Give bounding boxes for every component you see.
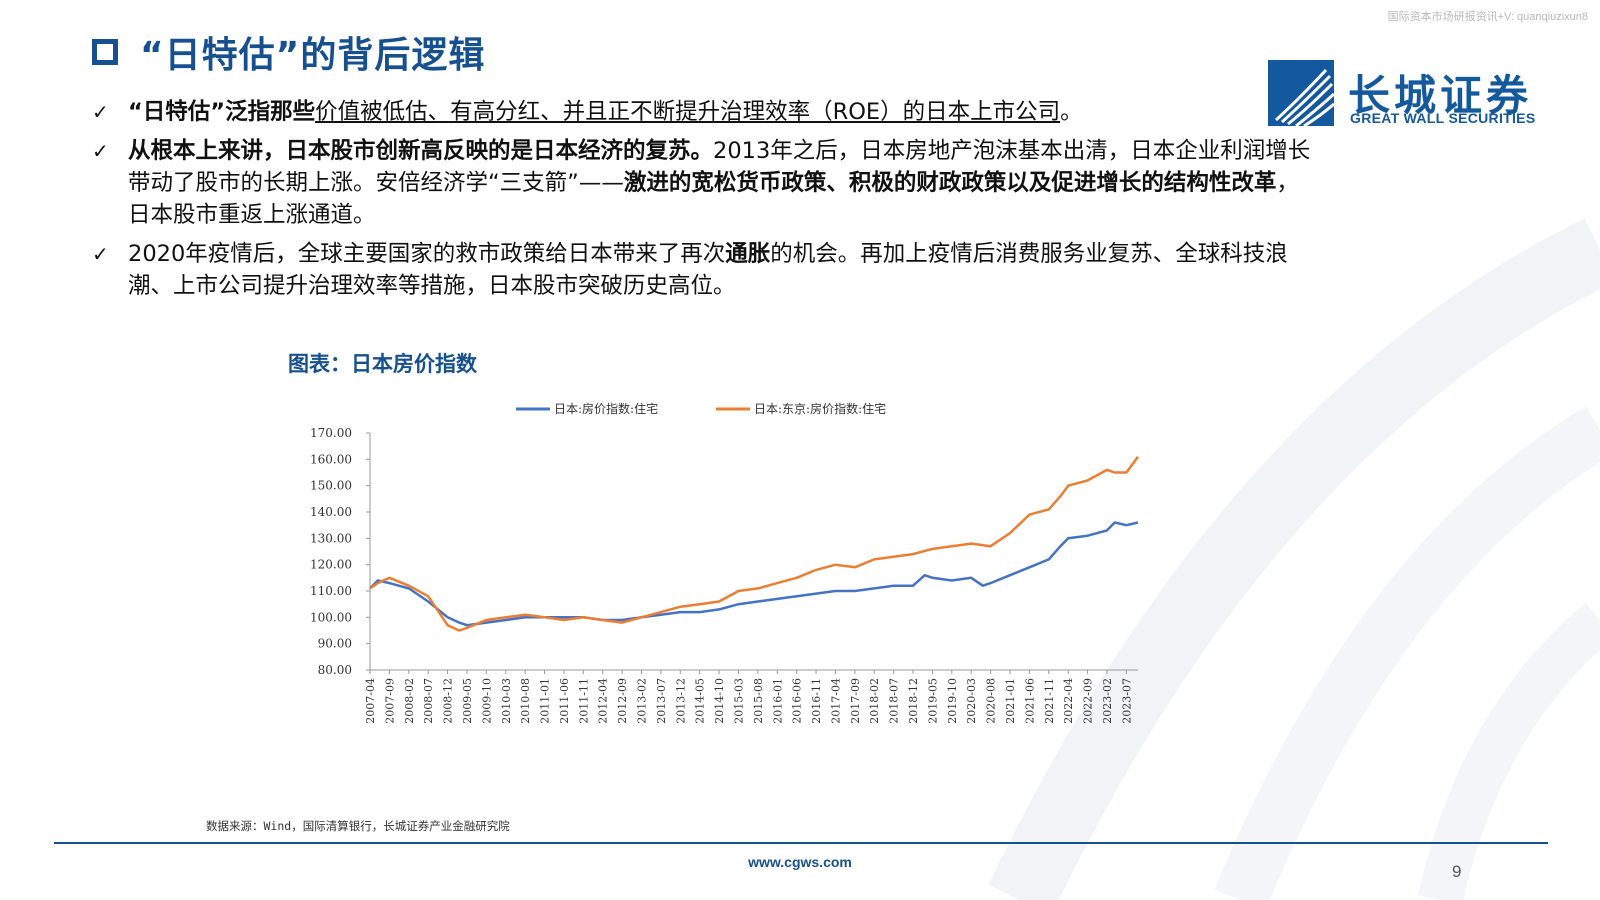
bullet-text-part: 的机会。再加上疫情后消费服务业复苏、全球科技浪潮、上市公司提升治理效率等措施，日… [128,241,1288,299]
x-tick-label: 2011-11 [577,678,590,724]
page-number: 9 [1452,862,1462,881]
bullet-text-part: 2013年之后，日本房地产泡沫基本出清，日本企业利润增长带动了股市的长期上涨。安… [128,138,1311,196]
x-tick-label: 2021-01 [1004,678,1017,724]
title-square-icon [92,39,118,65]
bullet-text-part: 2020年疫情后，全球主要国家的救市政策给日本带来了再次 [128,241,726,267]
x-tick-label: 2021-06 [1023,678,1036,724]
x-tick-label: 2009-10 [480,678,493,724]
y-tick-label: 90.00 [318,637,352,651]
x-tick-label: 2008-07 [422,678,435,724]
x-tick-label: 2022-04 [1062,678,1075,724]
x-tick-label: 2014-10 [713,678,726,724]
x-tick-label: 2016-11 [810,678,823,724]
data-source-note: 数据来源：Wind，国际清算银行，长城证券产业金融研究院 [206,819,510,833]
x-tick-label: 2023-07 [1120,678,1133,724]
series-line-2 [369,455,1140,632]
bullet-text-part: 。 [1060,99,1083,125]
checkmark-icon: ✓ [92,242,109,266]
y-tick-label: 120.00 [310,558,352,572]
x-tick-label: 2013-12 [674,678,687,724]
bullet-text-part: 激进的宽松货币政策、积极的财政政策以及促进增长的结构性改革 [623,170,1277,196]
y-tick-label: 100.00 [310,610,352,624]
legend-label: 日本:房价指数:住宅 [554,401,658,416]
x-tick-label: 2007-09 [383,678,396,724]
x-tick-label: 2015-03 [732,678,745,724]
bullet-text: 2020年疫情后，全球主要国家的救市政策给日本带来了再次通胀的机会。再加上疫情后… [128,238,1312,302]
bullet-text-part: 价值被低估、有高分红、并且正不断提升治理效率（ROE）的日本上市公司 [315,99,1061,125]
watermark: 国际资本市场研报资讯+V: quanqiuzixun8 [1387,11,1588,23]
x-tick-label: 2020-08 [985,678,998,724]
x-tick-label: 2012-09 [616,678,629,724]
y-tick-label: 160.00 [310,452,352,466]
y-tick-label: 110.00 [310,584,352,598]
footer-url: www.cgws.com [748,854,852,870]
x-tick-label: 2010-08 [519,678,532,724]
company-logo: 长城证券 GREAT WALL SECURITIES [1268,60,1558,130]
x-tick-label: 2017-04 [829,678,842,724]
x-tick-label: 2007-04 [364,678,377,724]
bullet-text-part: 通胀 [725,241,771,267]
bullet-text-part: 从根本上来讲，日本股市创新高反映的是日本经济的复苏。 [128,138,714,164]
x-tick-label: 2019-10 [946,678,959,724]
x-tick-label: 2011-06 [558,678,571,724]
x-tick-label: 2022-09 [1082,678,1095,724]
x-tick-label: 2013-02 [636,678,649,724]
logo-chinese-name: 长城证券 [1348,71,1533,120]
page-title-row: “日特估”的背后逻辑 [92,26,485,78]
x-tick-label: 2018-02 [868,678,881,724]
bullet-item-3: ✓ 2020年疫情后，全球主要国家的救市政策给日本带来了再次通胀的机会。再加上疫… [92,238,1312,302]
x-tick-label: 2009-05 [461,678,474,724]
bullet-item-2: ✓ 从根本上来讲，日本股市创新高反映的是日本经济的复苏。2013年之后，日本房地… [92,135,1312,231]
logo-english-name: GREAT WALL SECURITIES [1350,110,1536,126]
x-tick-label: 2019-05 [926,678,939,724]
x-tick-label: 2015-08 [752,678,765,724]
x-tick-label: 2013-07 [655,678,668,724]
page-title: “日特估”的背后逻辑 [140,35,486,76]
x-tick-label: 2018-12 [907,678,920,724]
bullet-text: 从根本上来讲，日本股市创新高反映的是日本经济的复苏。2013年之后，日本房地产泡… [128,135,1312,231]
y-tick-label: 140.00 [310,505,352,519]
logo-mark-icon [1268,60,1334,126]
bullet-text-part: ，日本股市重返上涨通道。 [128,170,1299,228]
bullet-text: “日特估”泛指那些价值被低估、有高分红、并且正不断提升治理效率（ROE）的日本上… [128,96,1312,128]
x-tick-label: 2008-02 [403,678,416,724]
y-tick-label: 130.00 [310,531,352,545]
x-tick-label: 2016-01 [771,678,784,724]
x-tick-label: 2010-03 [500,678,513,724]
y-tick-label: 80.00 [318,663,352,677]
x-tick-label: 2016-06 [791,678,804,724]
y-tick-label: 150.00 [310,479,352,493]
series-line-1 [369,521,1139,627]
checkmark-icon: ✓ [92,100,109,124]
bullet-list: ✓ “日特估”泛指那些价值被低估、有高分红、并且正不断提升治理效率（ROE）的日… [92,96,1312,309]
legend-label: 日本:东京:房价指数:住宅 [754,401,886,416]
chart-title: 图表：日本房价指数 [288,352,477,376]
x-tick-label: 2014-05 [694,678,707,724]
checkmark-icon: ✓ [92,139,109,163]
x-tick-label: 2021-11 [1043,678,1056,724]
x-tick-label: 2017-09 [849,678,862,724]
x-tick-label: 2012-04 [597,678,610,724]
bullet-item-1: ✓ “日特估”泛指那些价值被低估、有高分红、并且正不断提升治理效率（ROE）的日… [92,96,1312,128]
x-tick-label: 2020-03 [965,678,978,724]
x-tick-label: 2011-01 [539,678,552,724]
footer-divider [54,842,1548,844]
x-tick-label: 2023-02 [1101,678,1114,724]
x-tick-label: 2018-07 [888,678,901,724]
house-price-index-chart: 170.00 160.00 150.00 140.00 130.00 120.00 110.… [310,401,1140,724]
x-tick-label: 2008-12 [442,678,455,724]
bullet-text-part: “日特估”泛指那些 [128,99,316,125]
y-tick-label: 170.00 [310,426,352,440]
